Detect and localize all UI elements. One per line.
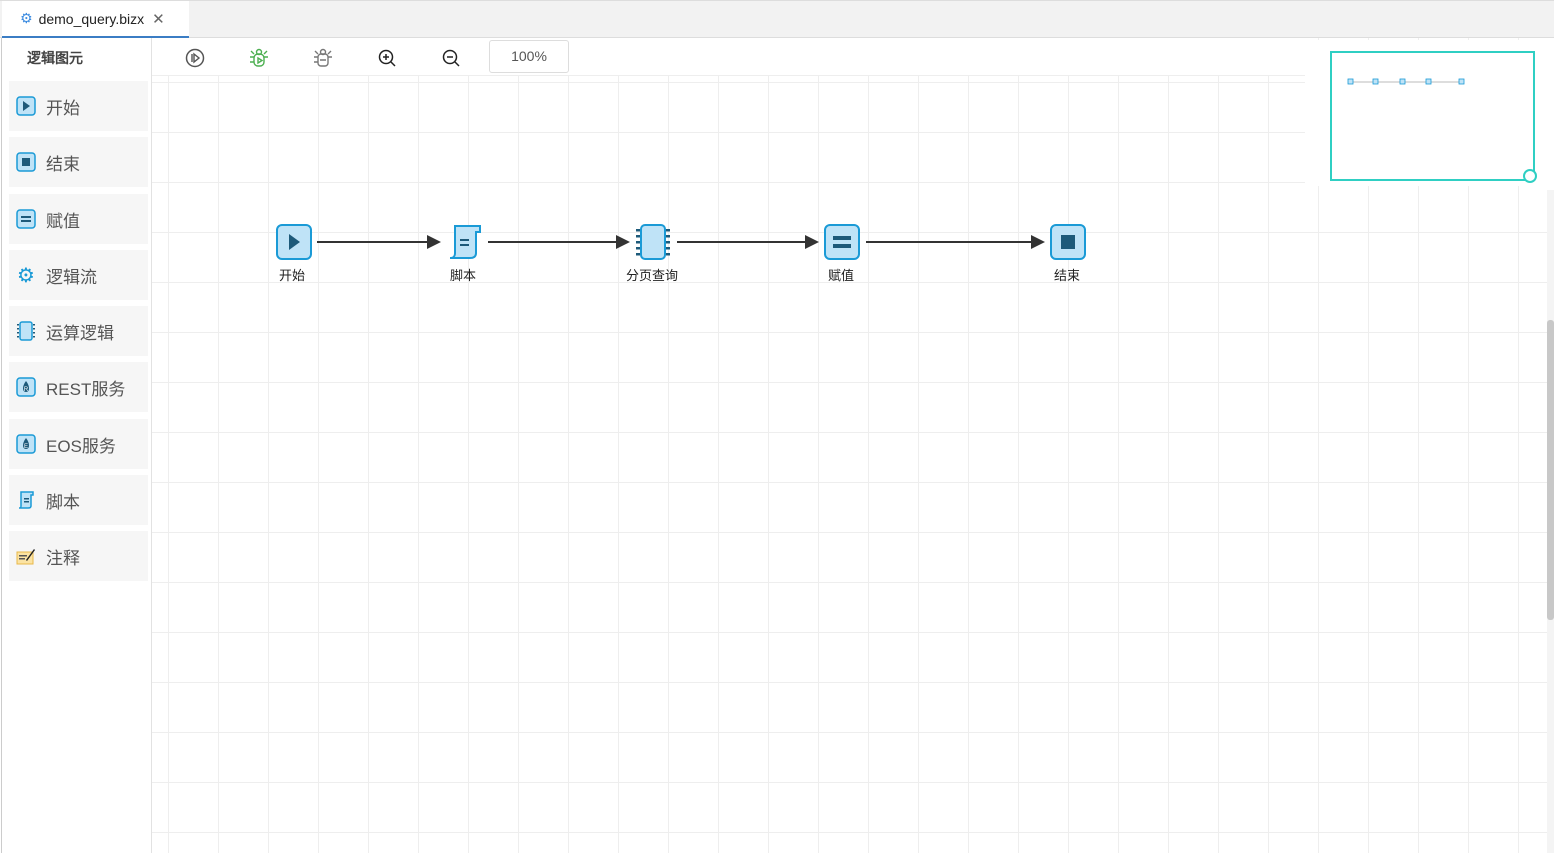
palette-item-label: 逻辑流 (46, 267, 97, 287)
minimap-preview (1347, 78, 1465, 85)
vertical-scrollbar[interactable] (1547, 190, 1554, 853)
rest-service-icon: R (16, 377, 36, 397)
tab-demo-query[interactable]: ⚙ demo_query.bizx ✕ (2, 1, 189, 38)
tab-title: demo_query.bizx (38, 10, 145, 27)
svg-text:E: E (24, 444, 28, 450)
stop-icon (16, 152, 36, 172)
tab-bar: ⚙ demo_query.bizx ✕ (0, 0, 1554, 38)
scrollbar-thumb[interactable] (1547, 320, 1554, 620)
note-icon (16, 546, 36, 566)
stop-debug-button[interactable] (312, 47, 334, 69)
gear-icon: ⚙ (17, 264, 35, 287)
close-icon[interactable]: ✕ (152, 10, 165, 28)
zoom-out-button[interactable] (440, 47, 462, 69)
palette-item-label: REST服务 (46, 379, 126, 399)
flow-edge[interactable] (866, 235, 1045, 249)
minimap[interactable] (1330, 51, 1537, 183)
palette-item-end[interactable]: 结束 (9, 137, 148, 187)
play-icon (16, 96, 36, 116)
eos-service-icon: E (16, 434, 36, 454)
flow-node-label: 赋值 (827, 268, 855, 283)
flow-edge[interactable] (317, 235, 441, 249)
svg-text:R: R (24, 387, 29, 393)
chip-icon (636, 224, 670, 260)
flow-edge[interactable] (677, 235, 819, 249)
run-button[interactable] (184, 47, 206, 69)
flow-node-label: 开始 (278, 268, 306, 283)
palette-item-start[interactable]: 开始 (9, 81, 148, 131)
zoom-level-input[interactable]: 100% (489, 40, 569, 73)
palette-item-label: 运算逻辑 (46, 323, 114, 343)
flow-node-paged-query[interactable] (635, 224, 671, 260)
script-icon (449, 225, 481, 259)
chip-icon (16, 321, 36, 341)
stop-icon (1050, 224, 1086, 260)
palette-item-eos-service[interactable]: E EOS服务 (9, 419, 148, 469)
toolbar: 100% (152, 38, 1306, 76)
equals-icon (16, 209, 36, 229)
flow-edge[interactable] (488, 235, 630, 249)
flow-node-label: 结束 (1053, 268, 1081, 283)
flow-node-label: 分页查询 (625, 268, 679, 283)
gear-icon: ⚙ (20, 10, 33, 26)
debug-button[interactable] (248, 47, 270, 69)
equals-icon (824, 224, 860, 260)
palette-item-label: EOS服务 (46, 436, 116, 456)
script-icon (16, 490, 36, 510)
palette-item-note[interactable]: 注释 (9, 531, 148, 581)
palette-item-label: 结束 (46, 154, 80, 174)
palette-item-label: 赋值 (46, 211, 80, 231)
zoom-in-button[interactable] (376, 47, 398, 69)
palette-title: 逻辑图元 (27, 50, 83, 66)
palette-item-label: 开始 (46, 98, 80, 118)
palette-item-rest-service[interactable]: R REST服务 (9, 362, 148, 412)
palette-item-label: 注释 (46, 548, 80, 568)
palette-item-assign[interactable]: 赋值 (9, 194, 148, 244)
flow-node-label: 脚本 (449, 268, 477, 283)
flow-node-assign[interactable] (824, 224, 860, 260)
flow-node-script[interactable] (447, 224, 483, 260)
palette-item-label: 脚本 (46, 492, 80, 512)
palette-item-operation[interactable]: 运算逻辑 (9, 306, 148, 356)
flow-node-end[interactable] (1050, 224, 1086, 260)
minimap-resize-handle[interactable] (1523, 169, 1537, 183)
palette-item-script[interactable]: 脚本 (9, 475, 148, 525)
palette-sidebar: 逻辑图元 开始 结束 赋值 ⚙ 逻辑流 运算逻辑 R REST服务 E EOS服… (1, 38, 152, 853)
play-icon (276, 224, 312, 260)
palette-item-logic-flow[interactable]: ⚙ 逻辑流 (9, 250, 148, 300)
flow-node-start[interactable] (276, 224, 312, 260)
